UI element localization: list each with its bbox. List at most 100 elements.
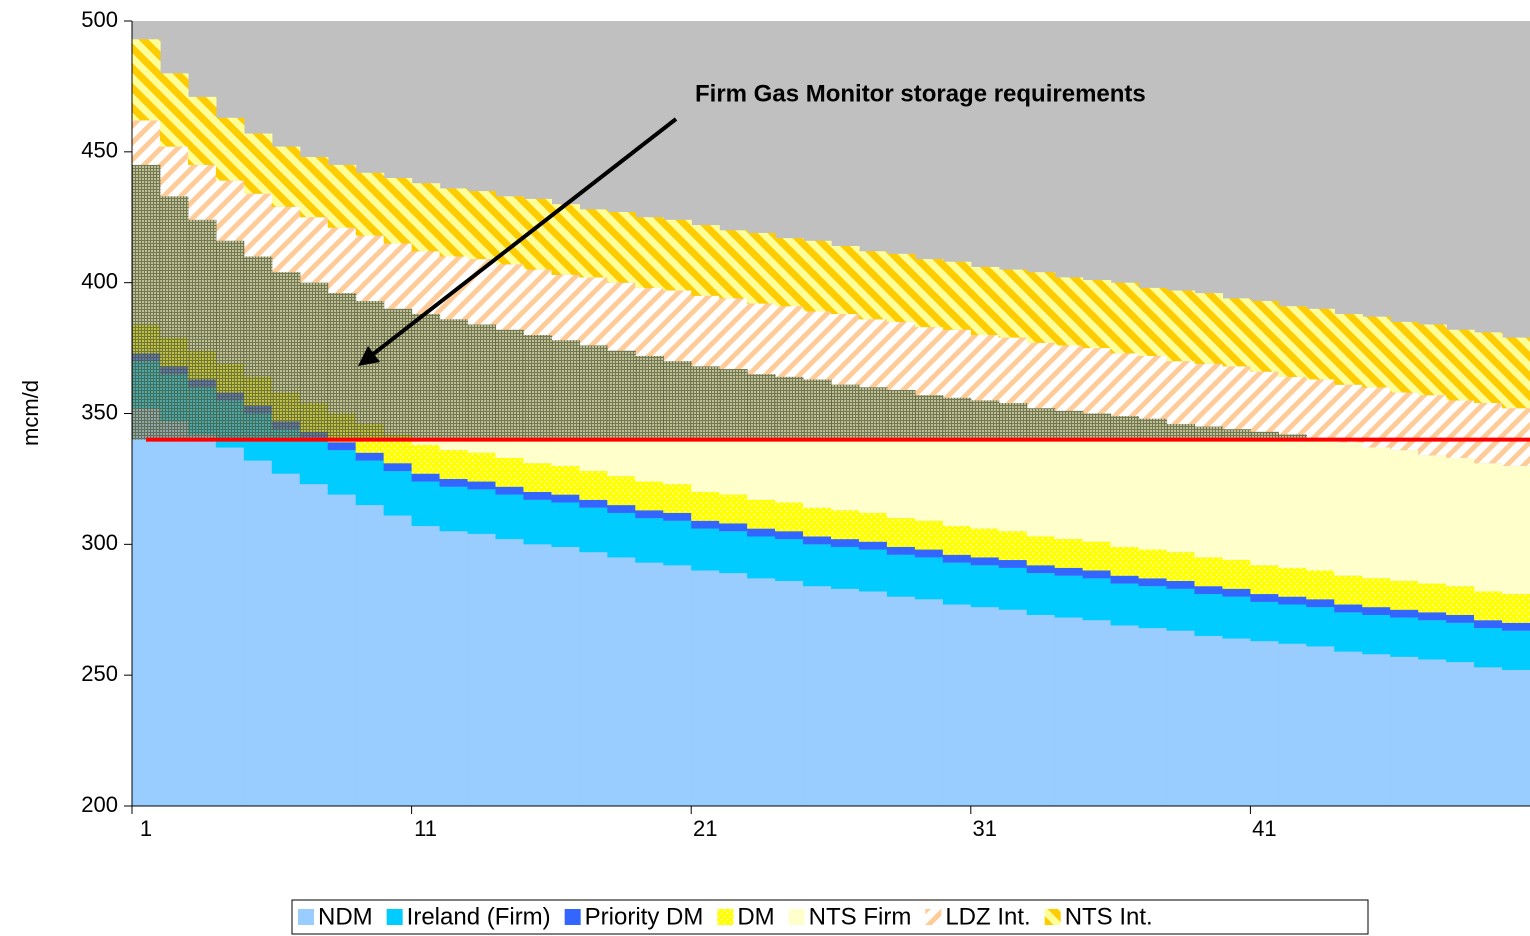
y-tick-label: 350	[81, 399, 118, 424]
area-step	[775, 539, 804, 581]
x-tick-label: 21	[693, 816, 717, 841]
area-step	[858, 512, 888, 542]
area-step	[1362, 578, 1391, 608]
area-step	[1250, 300, 1279, 372]
area-step	[132, 408, 161, 806]
area-step	[1446, 329, 1475, 401]
area-step	[1418, 455, 1447, 584]
area-step	[747, 528, 776, 537]
storage-overlay	[831, 384, 860, 440]
area-step	[1278, 434, 1307, 568]
area-step	[1166, 552, 1196, 581]
area-step	[439, 450, 469, 479]
legend-label: LDZ Int.	[945, 903, 1030, 930]
area-step	[1026, 573, 1056, 615]
legend-swatch	[386, 909, 403, 925]
area-step	[998, 337, 1028, 404]
area-step	[327, 450, 357, 495]
storage-overlay	[803, 379, 832, 440]
area-step	[691, 570, 720, 806]
area-step	[1110, 583, 1140, 626]
area-step	[1446, 586, 1475, 615]
area-step	[1026, 342, 1056, 409]
area-step	[998, 560, 1028, 568]
area-step	[187, 434, 217, 806]
storage-overlay	[858, 387, 888, 440]
y-tick-label: 500	[81, 7, 118, 32]
area-step	[355, 172, 385, 236]
area-step	[495, 486, 525, 495]
area-step	[1502, 622, 1530, 631]
area-step	[1054, 277, 1084, 346]
area-step	[886, 321, 916, 390]
storage-overlay	[439, 319, 469, 440]
area-step	[942, 604, 972, 806]
area-step	[775, 502, 804, 532]
area-step	[327, 227, 357, 294]
area-step	[1222, 560, 1251, 589]
area-step	[187, 96, 217, 165]
area-step	[1250, 594, 1279, 602]
plot-area	[132, 21, 1530, 806]
area-step	[719, 531, 748, 574]
area-step	[467, 489, 497, 534]
storage-overlay	[132, 164, 161, 440]
area-step	[187, 164, 217, 220]
area-step	[1222, 429, 1251, 561]
x-tick-label: 11	[414, 816, 437, 841]
area-step	[1474, 332, 1503, 404]
area-step	[970, 528, 1000, 558]
area-step	[439, 256, 469, 320]
area-step	[607, 505, 636, 513]
area-step	[1334, 651, 1363, 806]
area-step	[355, 235, 385, 301]
area-step	[1110, 353, 1140, 417]
area-step	[1110, 575, 1140, 584]
area-step	[1194, 594, 1224, 636]
storage-overlay	[1166, 423, 1196, 440]
area-step	[579, 552, 608, 806]
area-step	[1166, 630, 1196, 806]
area-step	[1278, 604, 1307, 644]
area-step	[1250, 565, 1279, 595]
legend-label: Ireland (Firm)	[407, 903, 551, 930]
area-step	[942, 562, 972, 605]
area-step	[1474, 403, 1503, 464]
x-tick-label: 31	[973, 816, 997, 841]
area-step	[495, 457, 525, 487]
arrow-line	[370, 117, 678, 357]
area-step	[551, 204, 580, 275]
area-step	[299, 484, 329, 806]
area-step	[1362, 447, 1391, 579]
area-step	[607, 557, 636, 806]
storage-overlay	[551, 340, 580, 440]
arrow-head	[358, 346, 380, 366]
area-step	[831, 314, 860, 385]
storage-overlay	[747, 374, 776, 440]
area-step	[914, 557, 944, 600]
area-step	[327, 494, 357, 806]
legend-label: NTS Firm	[809, 903, 912, 930]
area-step	[635, 481, 664, 511]
area-step	[1418, 612, 1447, 621]
area-step	[831, 546, 860, 589]
y-axis-label: mcm/d	[18, 380, 43, 446]
area-step	[1418, 395, 1447, 456]
area-step	[1390, 617, 1419, 657]
area-step	[1194, 363, 1224, 427]
area-step	[719, 573, 748, 806]
area-step	[691, 225, 720, 296]
storage-overlay	[1278, 434, 1307, 440]
area-step	[1166, 580, 1196, 589]
area-step	[635, 562, 664, 806]
area-step	[1362, 614, 1391, 655]
area-step	[132, 39, 161, 121]
x-tick-label: 1	[140, 816, 152, 841]
area-step	[663, 290, 692, 362]
area-step	[411, 473, 441, 482]
area-step	[803, 586, 832, 806]
storage-overlay	[663, 361, 692, 440]
area-step	[1054, 617, 1084, 806]
